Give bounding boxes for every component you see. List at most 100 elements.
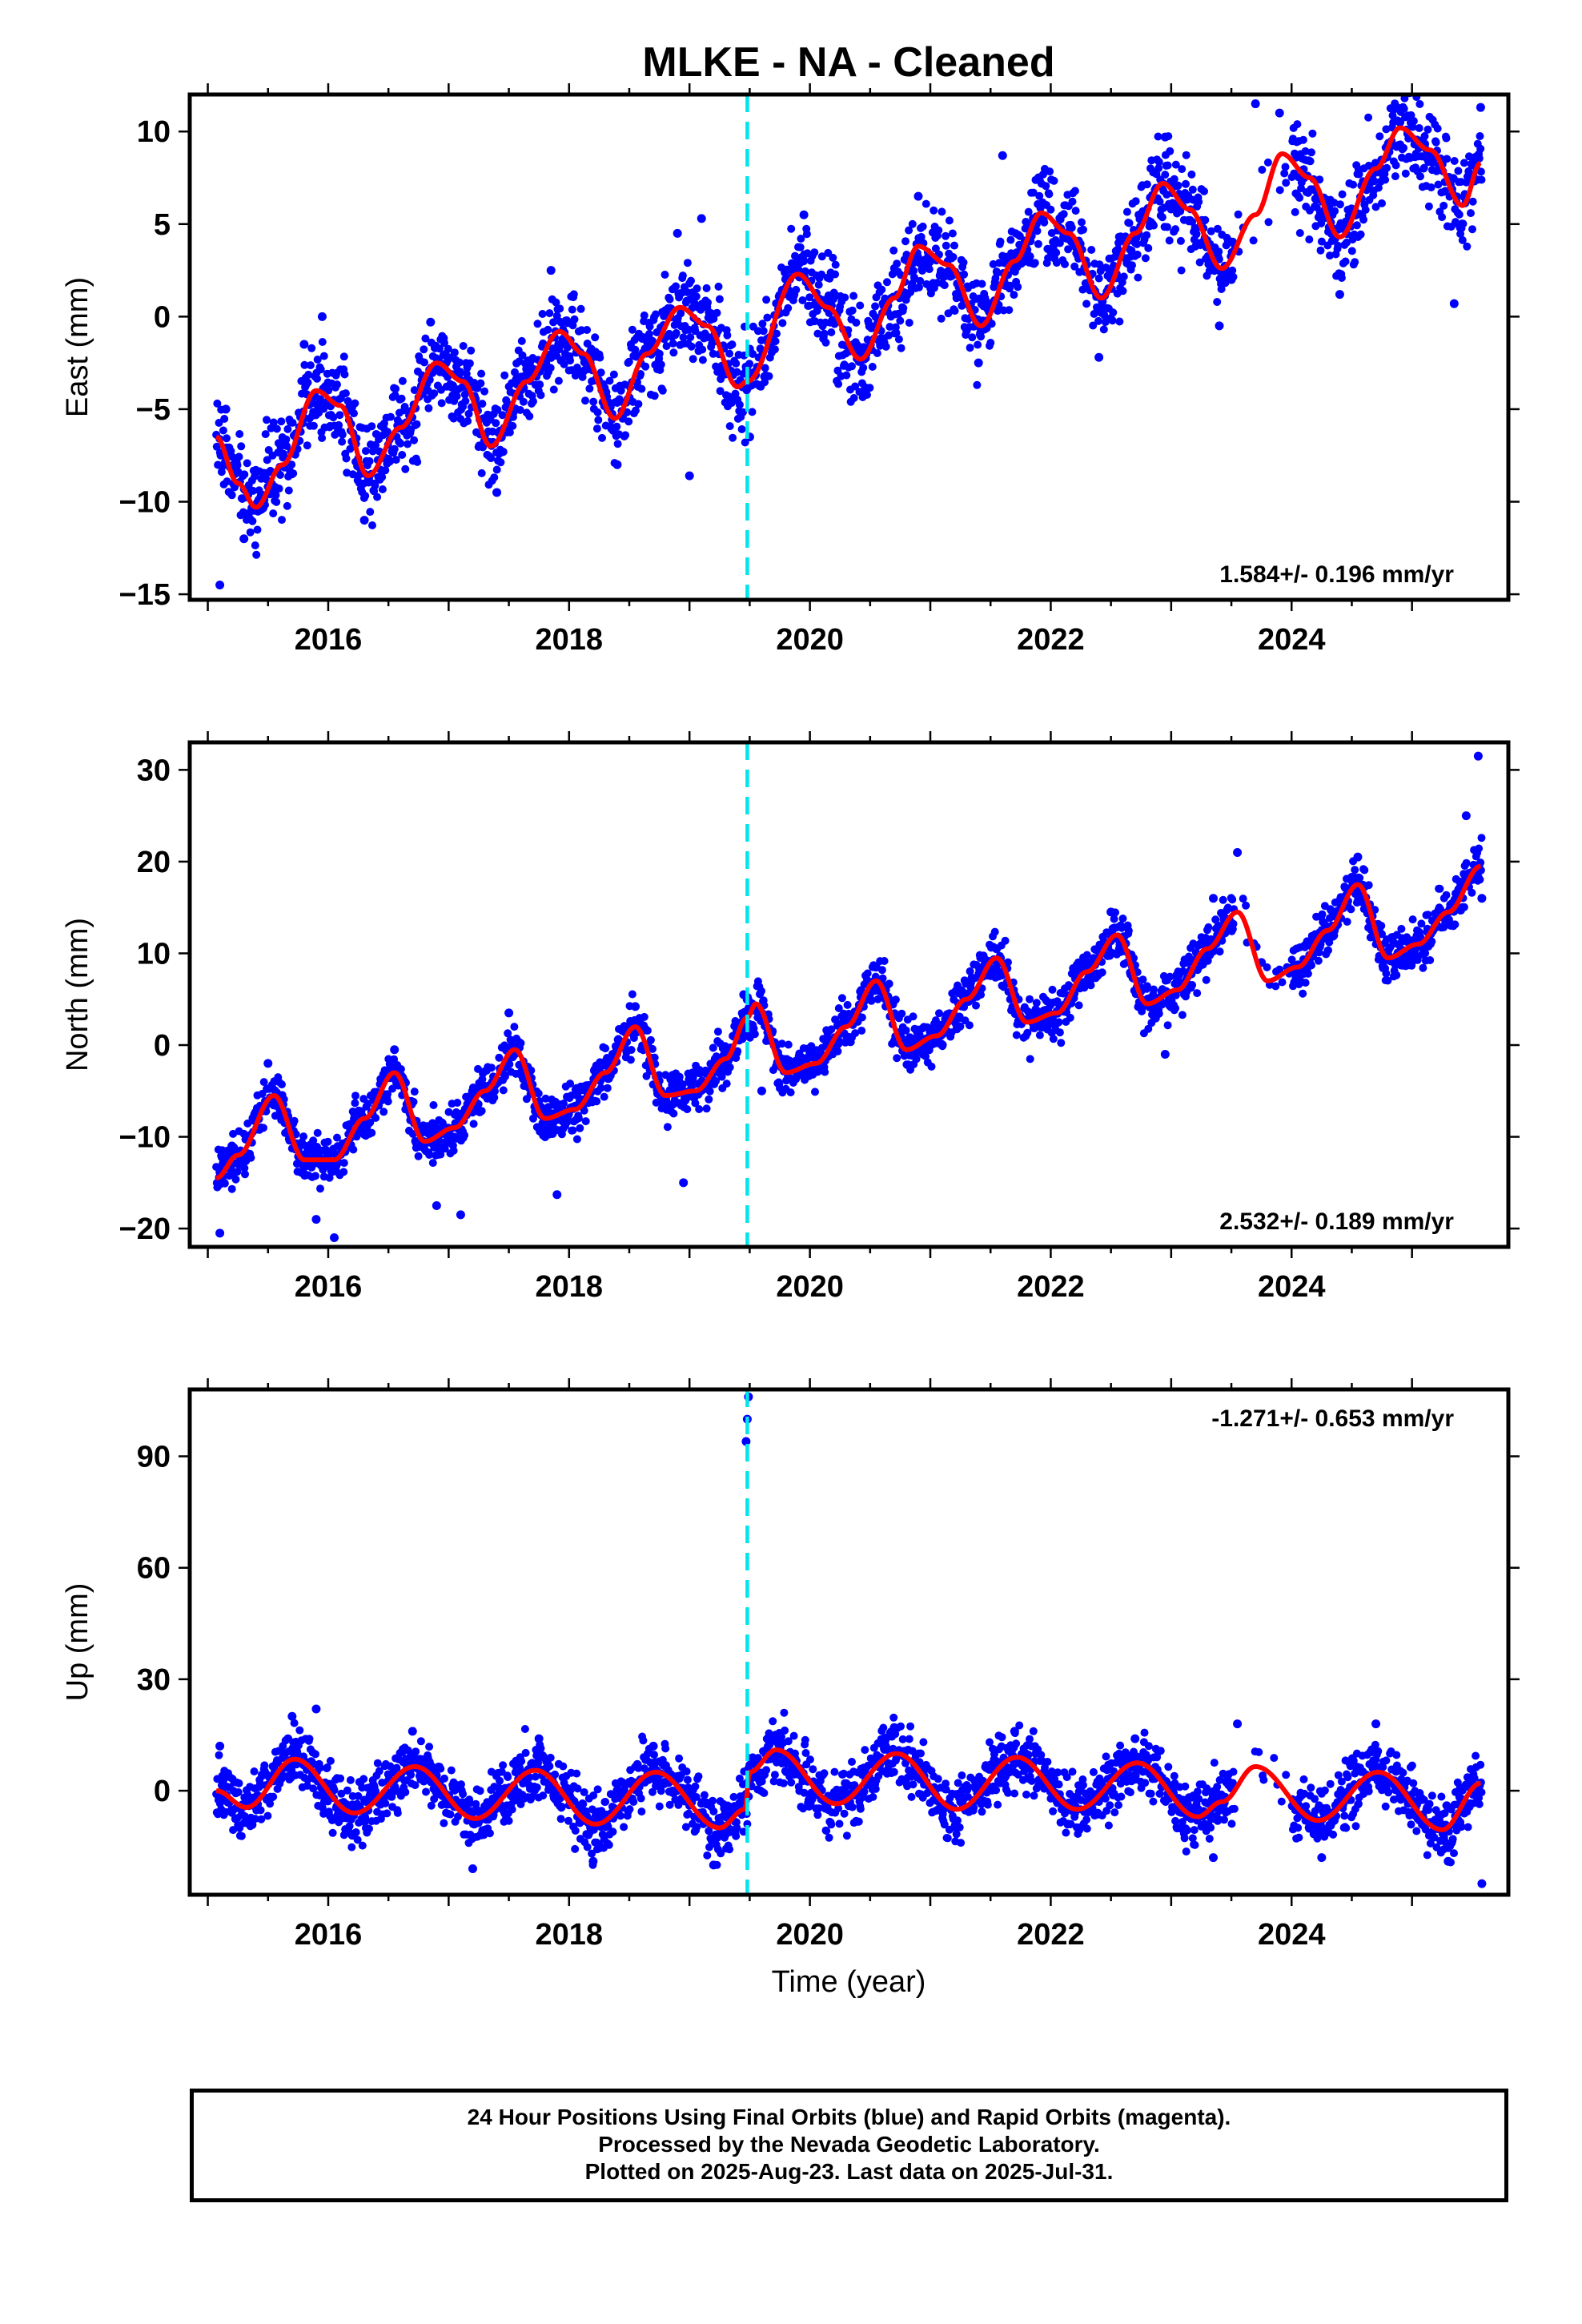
north-point <box>1392 971 1401 979</box>
up-point <box>311 1750 319 1759</box>
east-point <box>1014 283 1022 292</box>
east-point <box>678 271 687 280</box>
east-point <box>335 420 343 429</box>
north-point <box>1419 963 1427 972</box>
east-point <box>817 252 826 261</box>
east-point <box>996 237 1005 246</box>
east-point <box>461 396 470 405</box>
up-point <box>229 1826 238 1835</box>
east-point <box>1174 181 1182 190</box>
north-point <box>1219 895 1227 904</box>
east-point <box>1299 135 1307 144</box>
east-point <box>555 345 564 354</box>
east-point <box>1234 210 1243 219</box>
east-point <box>960 270 969 279</box>
east-point <box>1419 163 1428 172</box>
east-point <box>1142 180 1151 189</box>
north-point <box>490 1093 499 1102</box>
north-point <box>568 1126 577 1135</box>
north-y-tick-label: 0 <box>154 1029 171 1063</box>
east-point <box>303 378 312 387</box>
east-point <box>515 357 524 366</box>
east-point <box>1042 182 1050 191</box>
east-point <box>462 369 471 378</box>
east-point <box>974 340 982 349</box>
east-point <box>733 368 741 376</box>
east-point <box>612 422 621 431</box>
east-point <box>1382 125 1391 134</box>
east-point <box>227 491 236 500</box>
east-point <box>613 440 622 448</box>
north-point <box>1082 951 1091 959</box>
north-point <box>626 1055 635 1064</box>
north-point <box>366 1118 375 1127</box>
north-point <box>351 1092 359 1100</box>
east-point <box>269 418 278 427</box>
east-point <box>1295 194 1304 202</box>
east-point <box>871 313 880 322</box>
east-point <box>518 351 527 360</box>
east-point <box>318 434 327 442</box>
north-point <box>316 1184 324 1193</box>
east-point <box>536 391 545 400</box>
north-point <box>1307 961 1315 970</box>
east-point <box>1215 247 1223 256</box>
east-point <box>1178 165 1186 174</box>
east-point <box>1395 73 1403 81</box>
north-point <box>231 1175 240 1184</box>
east-point <box>313 356 322 364</box>
north-point <box>648 1044 656 1053</box>
east-point <box>1024 207 1033 216</box>
up-point <box>343 1786 351 1795</box>
east-point <box>410 386 419 395</box>
east-point <box>1399 104 1408 113</box>
east-point <box>440 339 448 348</box>
east-point <box>1356 230 1365 239</box>
east-point <box>798 296 807 304</box>
north-point <box>1144 1024 1153 1033</box>
east-point <box>978 279 986 288</box>
east-point <box>459 342 468 350</box>
east-point <box>452 392 461 400</box>
east-point <box>444 344 452 353</box>
north-point <box>1048 985 1057 994</box>
east-point <box>1142 231 1151 239</box>
east-point <box>391 456 400 464</box>
east-point <box>563 344 572 352</box>
north-point <box>499 1086 508 1095</box>
north-point <box>383 1097 392 1106</box>
east-point <box>925 265 934 274</box>
east-point <box>1187 170 1196 179</box>
north-point <box>1423 911 1432 919</box>
north-point <box>491 1087 499 1096</box>
east-point <box>272 424 281 433</box>
east-point <box>1071 207 1080 215</box>
east-point <box>220 415 229 423</box>
north-point <box>750 1030 759 1039</box>
east-point <box>368 521 376 529</box>
east-point <box>223 477 231 486</box>
north-point <box>650 1053 659 1062</box>
east-point <box>420 358 428 367</box>
east-outlier-point <box>799 210 809 219</box>
east-point <box>1055 239 1064 247</box>
east-point <box>517 336 526 345</box>
east-outlier-point <box>221 404 231 414</box>
north-point <box>1023 1028 1032 1037</box>
east-point <box>251 472 259 480</box>
north-point <box>909 1012 917 1021</box>
east-point <box>1343 238 1351 247</box>
east-x-tick-label: 2016 <box>295 623 363 657</box>
north-point <box>1377 922 1386 930</box>
north-point <box>695 1105 704 1113</box>
up-point <box>354 1791 363 1800</box>
up-point <box>269 1792 278 1801</box>
north-point <box>339 1159 348 1168</box>
north-point <box>1150 985 1158 994</box>
east-point <box>1263 158 1272 167</box>
up-point <box>328 1828 337 1837</box>
north-point <box>1421 949 1430 958</box>
north-point <box>379 1108 388 1116</box>
